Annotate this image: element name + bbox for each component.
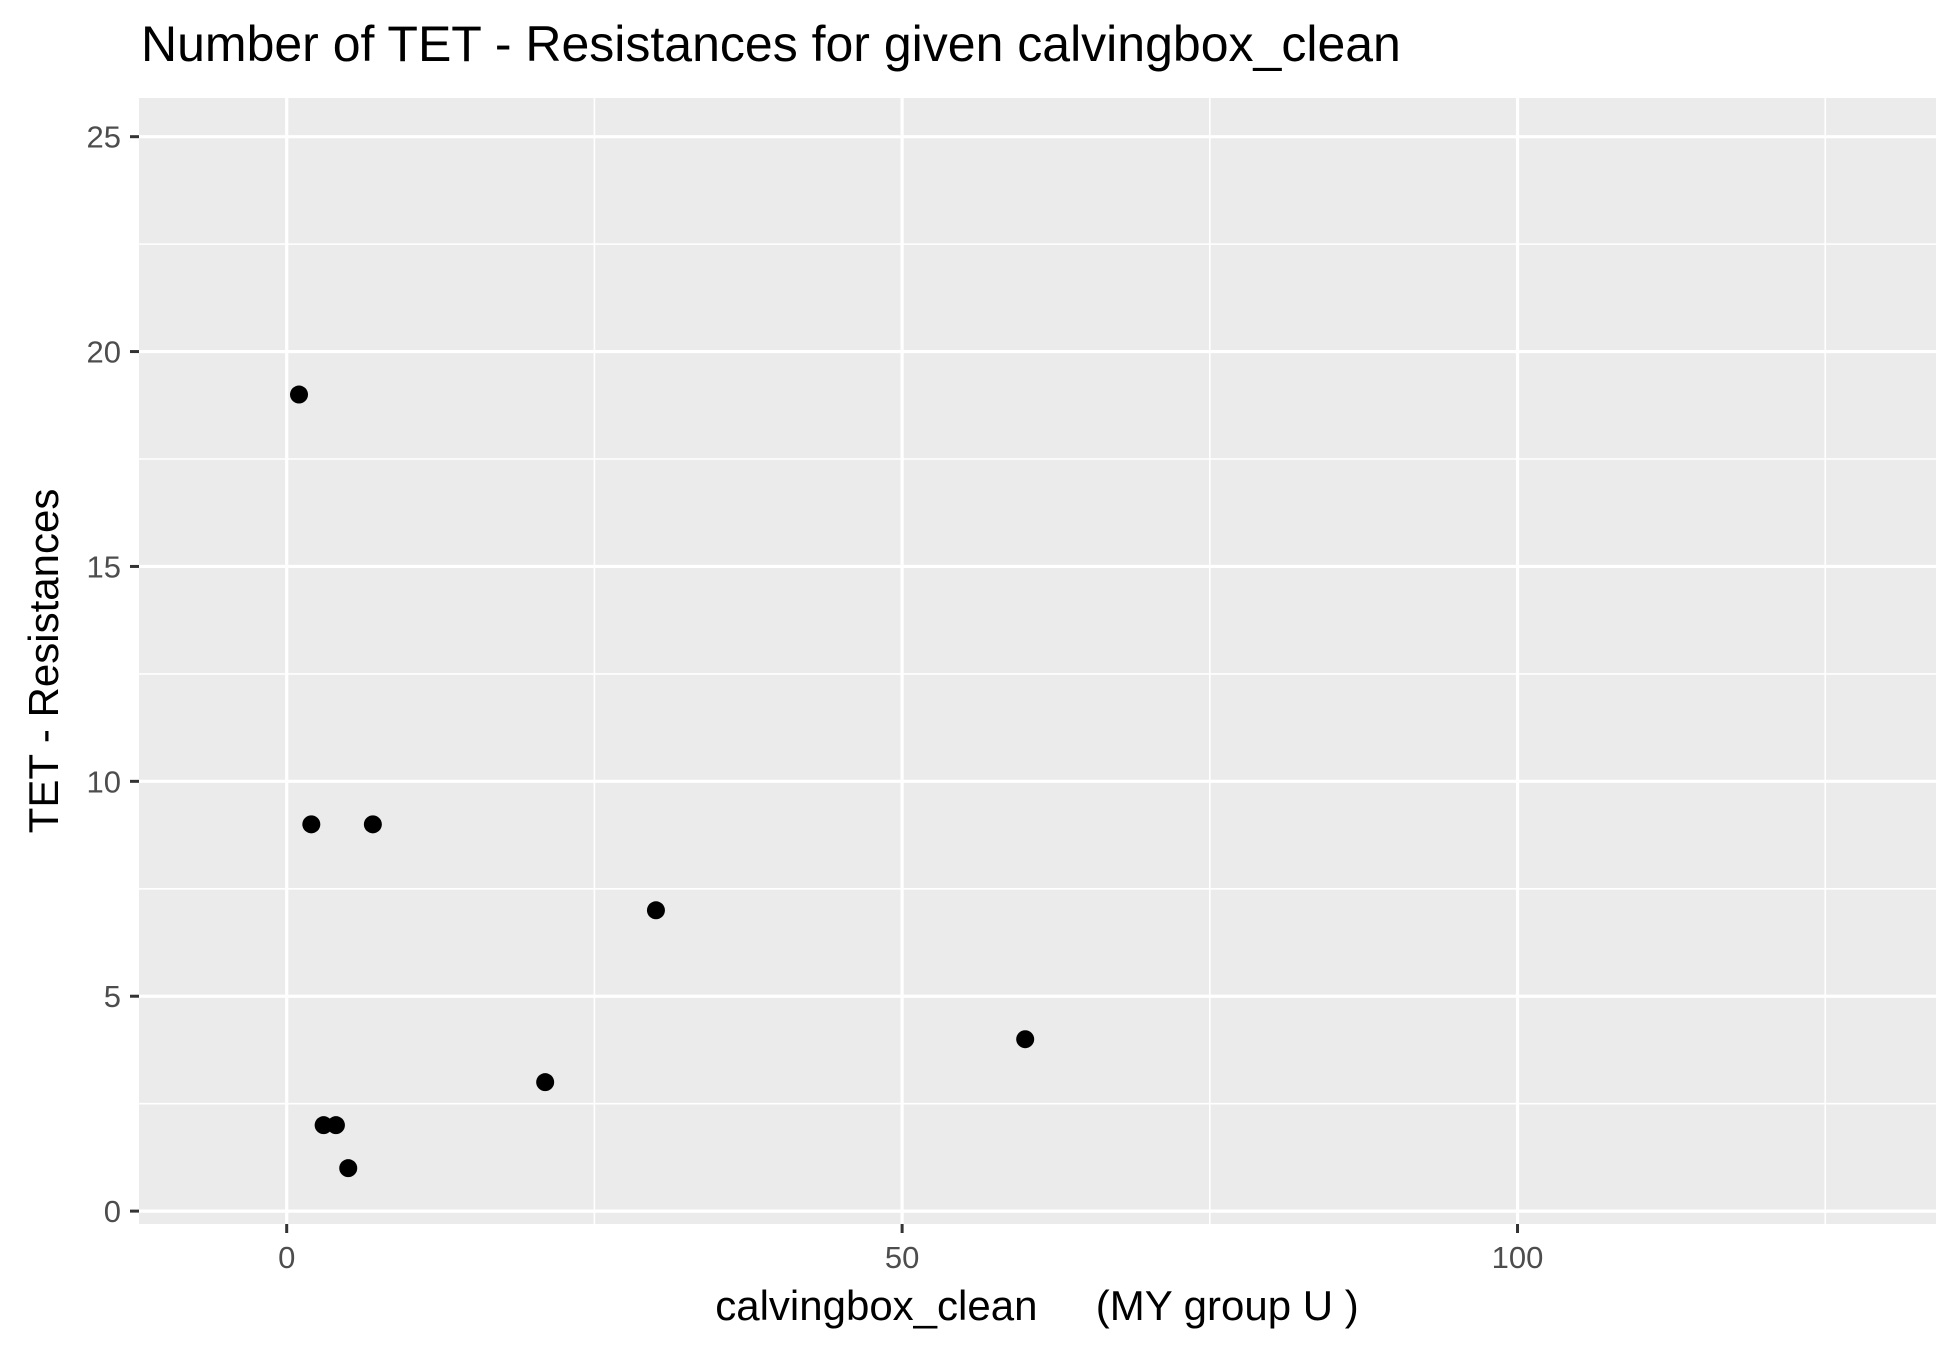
y-tick-label: 5 <box>104 979 121 1014</box>
data-point <box>290 385 309 404</box>
data-point <box>339 1159 358 1178</box>
data-points <box>290 385 1035 1178</box>
y-axis-title: TET - Resistances <box>20 489 67 834</box>
y-tick-label: 0 <box>104 1194 121 1229</box>
data-point <box>302 815 321 834</box>
y-tick-label: 20 <box>87 335 121 370</box>
plot-panel <box>139 98 1936 1224</box>
data-point <box>646 901 665 920</box>
data-point <box>1016 1030 1035 1049</box>
x-tick-label: 100 <box>1492 1240 1544 1275</box>
y-axis: 0 5 10 15 20 25 <box>87 120 139 1229</box>
chart-title: Number of TET - Resistances for given ca… <box>141 16 1401 72</box>
x-axis-title: calvingbox_clean (MY group U ) <box>715 1282 1359 1329</box>
data-point <box>314 1116 333 1135</box>
data-point <box>326 1116 345 1135</box>
x-tick-label: 50 <box>885 1240 919 1275</box>
y-tick-label: 15 <box>87 549 121 584</box>
x-axis: 0 50 100 <box>278 1224 1543 1275</box>
minor-gridlines <box>139 98 1936 1224</box>
major-gridlines <box>139 98 1936 1224</box>
data-point <box>536 1073 555 1092</box>
y-tick-label: 25 <box>87 120 121 155</box>
y-tick-label: 10 <box>87 764 121 799</box>
data-point <box>363 815 382 834</box>
x-tick-label: 0 <box>278 1240 295 1275</box>
